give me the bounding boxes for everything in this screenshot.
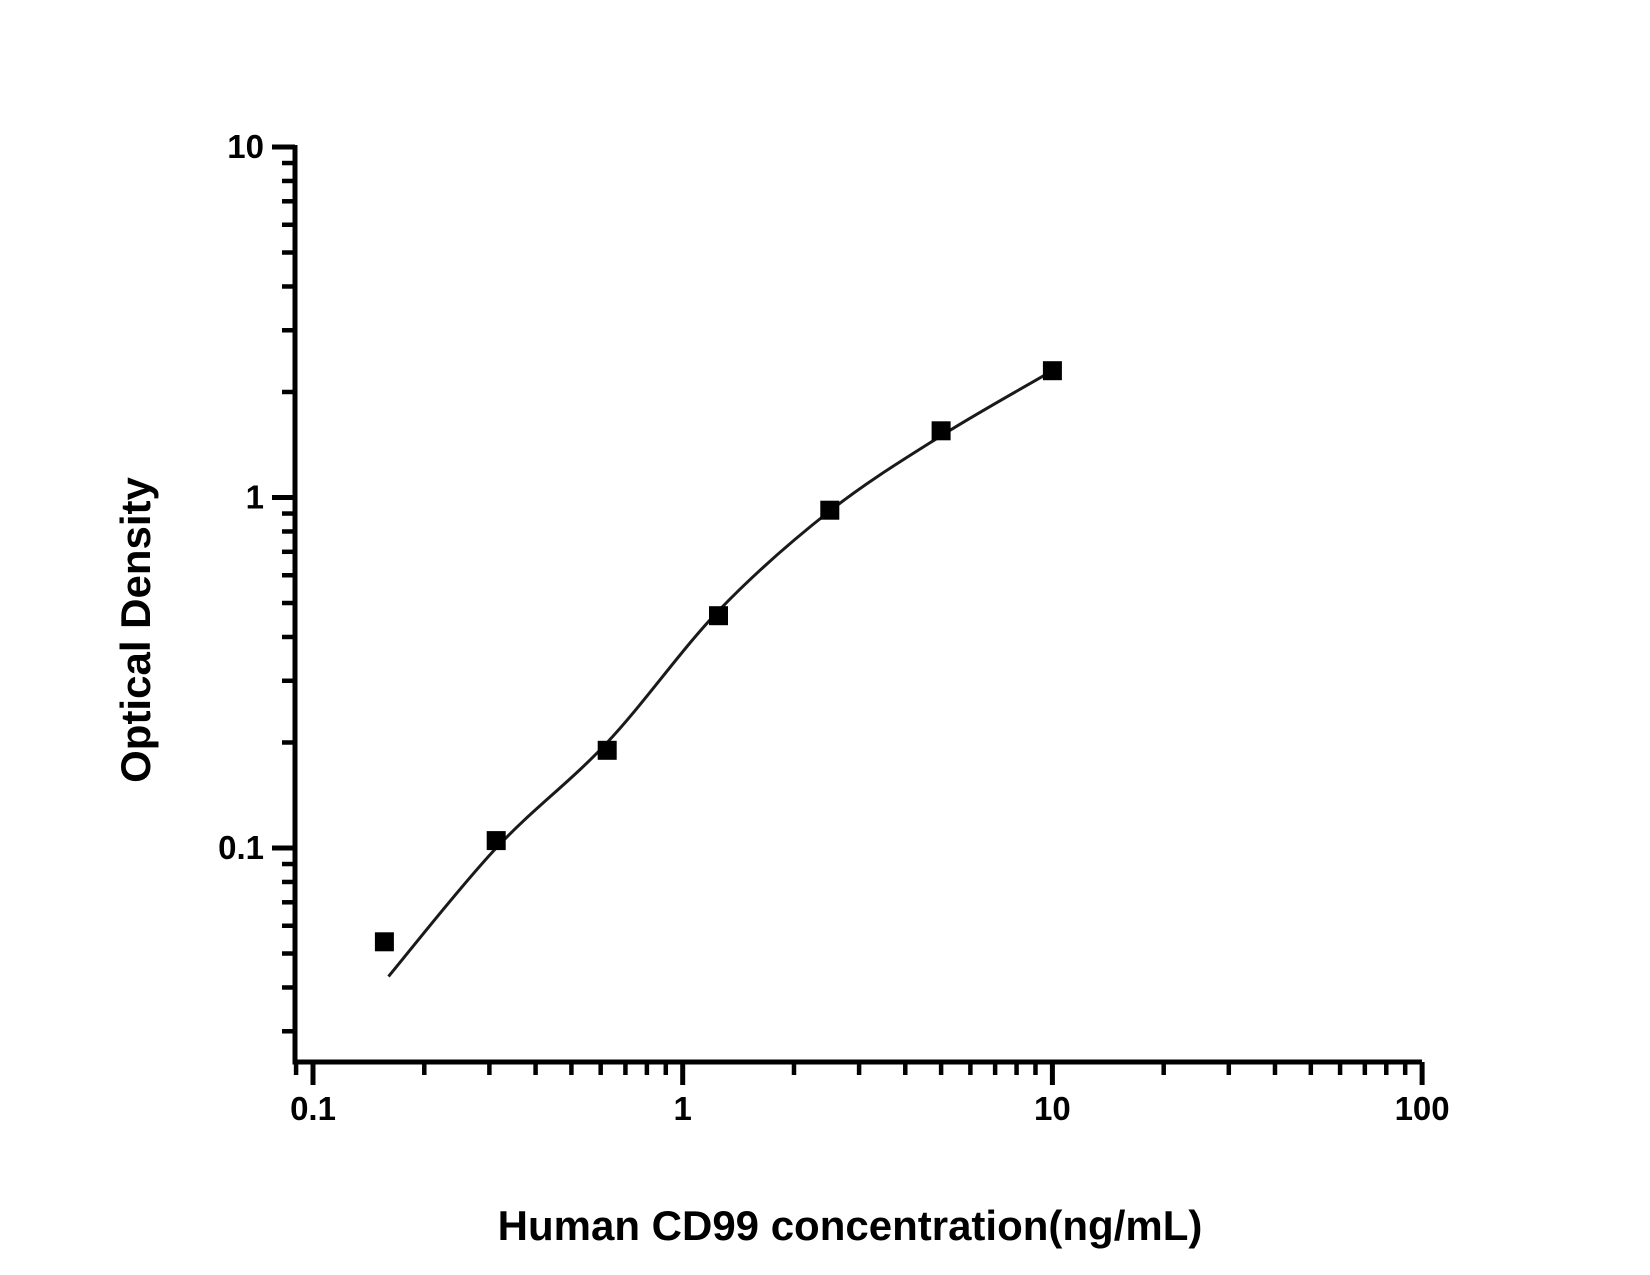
plot-area: 0.1 1 10 100 0.1 1 10 Human CD99 concentration(… (112, 128, 1450, 1249)
x-axis-tick-label: 10 (1034, 1090, 1071, 1127)
x-axis-tick-label: 1 (674, 1090, 692, 1127)
data-point-marker (597, 740, 617, 760)
data-point-marker (820, 500, 840, 520)
x-axis-tick-label: 0.1 (290, 1090, 336, 1127)
data-point-marker (486, 831, 506, 851)
data-point-marker (1042, 361, 1062, 381)
y-axis-title: Optical Density (112, 476, 159, 782)
fit-curve-line (387, 369, 1054, 978)
data-point-marker (374, 932, 394, 952)
y-axis-tick-label: 1 (246, 479, 264, 516)
x-axis-title: Human CD99 concentration(ng/mL) (498, 1202, 1203, 1249)
y-axis-tick-label: 10 (227, 128, 264, 165)
y-axis-tick-label: 0.1 (218, 829, 264, 866)
data-point-marker (709, 606, 728, 626)
x-axis-tick-label: 100 (1395, 1090, 1450, 1127)
data-point-marker (931, 421, 951, 441)
